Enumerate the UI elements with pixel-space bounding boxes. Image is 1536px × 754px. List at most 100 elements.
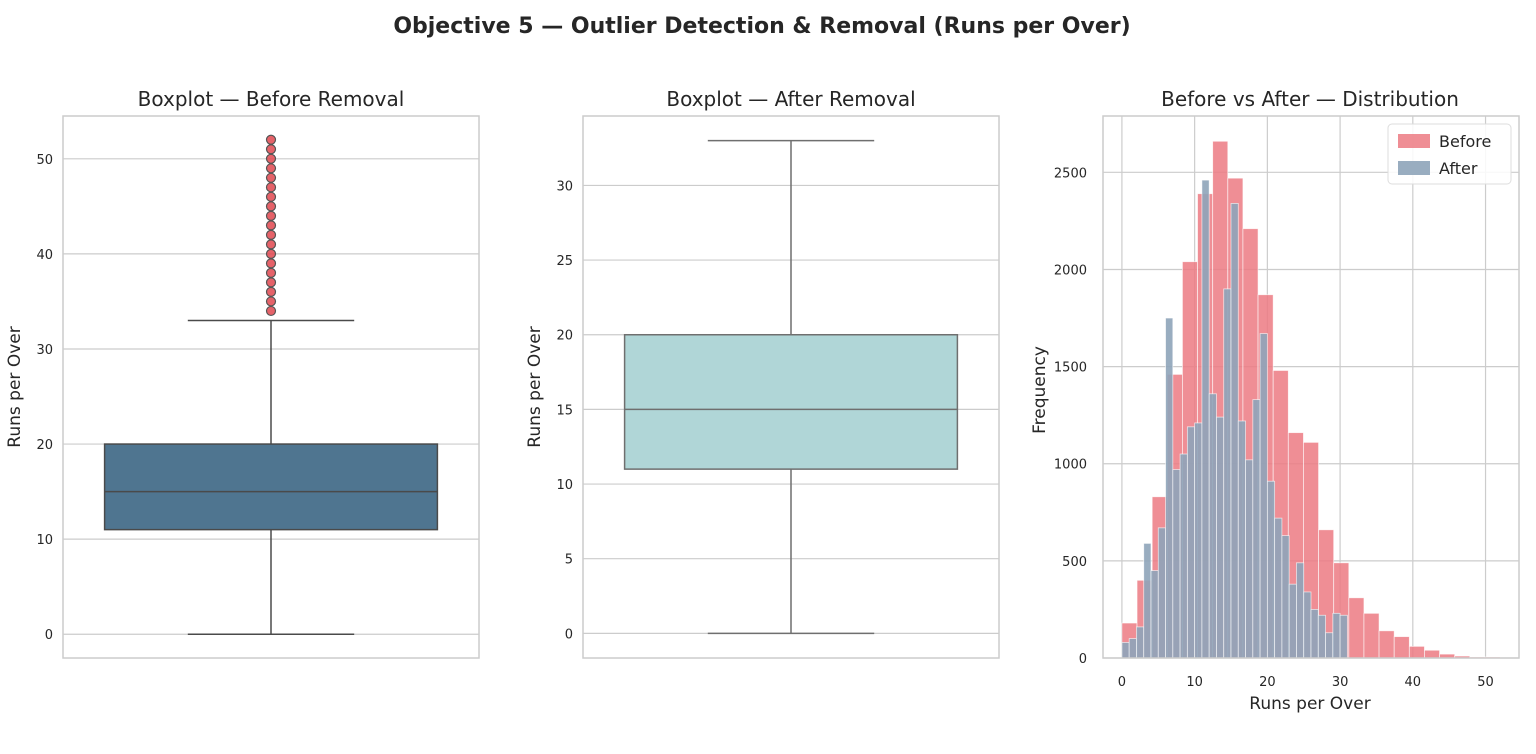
hist-bar-after: [1201, 179, 1210, 659]
y-tick-label: 30: [36, 343, 53, 358]
hist-bar-after: [1339, 614, 1348, 659]
x-tick-label: 40: [1405, 675, 1422, 690]
y-tick-label: 10: [556, 478, 573, 493]
hist-bar-after: [1325, 632, 1334, 659]
outlier-point: [265, 201, 277, 212]
histogram-title: Before vs After — Distribution: [1161, 87, 1459, 111]
hist-bar-after: [1274, 517, 1283, 659]
figure-title: Objective 5 — Outlier Detection & Remova…: [393, 14, 1130, 39]
hist-bar-after: [1288, 583, 1297, 659]
hist-bar-after: [1208, 393, 1217, 659]
y-tick-label: 5: [565, 553, 573, 568]
legend-swatch-after: [1398, 161, 1430, 175]
hist-bar-after: [1157, 527, 1166, 659]
boxplot-after-ylabel: Runs per Over: [525, 326, 545, 447]
outlier-point: [265, 153, 277, 164]
boxplot-before-title: Boxplot — Before Removal: [138, 87, 405, 111]
hist-bar-after: [1150, 570, 1159, 659]
hist-bar-before: [1378, 630, 1395, 659]
y-tick-label: 25: [556, 254, 573, 269]
x-tick-label: 10: [1186, 675, 1203, 690]
boxplot-after-panel: Boxplot — After Removal Runs per Over 0 5…: [525, 87, 1000, 659]
hist-bar-after: [1237, 420, 1246, 659]
boxplot-before-panel: Boxplot — Before Removal Runs per Over 0…: [5, 87, 480, 659]
outlier-point: [265, 239, 277, 250]
hist-bar-after: [1121, 642, 1130, 659]
hist-bar-after: [1136, 626, 1145, 659]
y-tick-label: 20: [556, 329, 573, 344]
y-tick-label: 0: [565, 627, 573, 642]
hist-bar-after: [1296, 562, 1305, 659]
hist-bar-after: [1252, 399, 1261, 659]
hist-bar-after: [1223, 288, 1232, 659]
hist-bar-before: [1424, 649, 1440, 659]
outlier-point: [265, 144, 277, 155]
boxplot-before-ylabel: Runs per Over: [5, 326, 25, 447]
outlier-point: [265, 172, 277, 183]
legend-label-before: Before: [1439, 132, 1491, 151]
y-tick-label: 0: [1079, 652, 1087, 667]
y-tick-label: 2500: [1054, 166, 1087, 181]
outlier-point: [265, 305, 277, 317]
hist-bar-after: [1216, 416, 1225, 659]
hist-bar-after: [1179, 453, 1188, 659]
x-tick-label: 50: [1477, 675, 1494, 690]
y-tick-label: 40: [36, 248, 53, 263]
legend-swatch-before: [1398, 134, 1430, 148]
hist-bar-before: [1348, 597, 1365, 659]
hist-bar-after: [1245, 459, 1254, 659]
outlier-point: [265, 229, 277, 240]
hist-bar-after: [1194, 422, 1203, 659]
outlier-point: [265, 182, 277, 193]
iqr-box: [623, 333, 959, 470]
boxplot-after-title: Boxplot — After Removal: [666, 87, 915, 111]
x-tick-label: 20: [1259, 675, 1276, 690]
hist-bar-after: [1186, 426, 1196, 659]
histogram-ylabel: Frequency: [1030, 346, 1050, 434]
hist-bar-after: [1128, 638, 1137, 659]
outlier-point: [265, 296, 277, 307]
hist-bar-after: [1165, 317, 1174, 659]
x-tick-label: 30: [1332, 675, 1349, 690]
hist-bar-after: [1310, 609, 1319, 659]
hist-bar-after: [1332, 612, 1341, 659]
hist-bar-after: [1281, 535, 1290, 659]
outlier-point: [265, 248, 277, 259]
y-tick-label: 20: [36, 438, 53, 453]
hist-bar-before: [1408, 645, 1425, 659]
hist-bar-after: [1266, 480, 1276, 659]
axes-frame: [1102, 115, 1520, 659]
outlier-point: [265, 163, 277, 174]
axes-frame: [62, 115, 480, 659]
y-tick-label: 1000: [1054, 458, 1087, 473]
iqr-box: [103, 443, 439, 531]
y-tick-label: 2000: [1054, 263, 1087, 278]
hist-bar-before: [1363, 612, 1380, 659]
legend-label-after: After: [1439, 159, 1478, 178]
hist-bar-after: [1143, 542, 1152, 659]
outlier-point: [265, 134, 277, 145]
outlier-point: [265, 210, 277, 221]
histogram-panel: Before vs After — Distribution Frequency…: [1030, 87, 1520, 714]
hist-bar-after: [1317, 614, 1326, 659]
hist-bar-after: [1172, 469, 1181, 659]
outlier-point: [265, 286, 277, 298]
y-tick-label: 1500: [1054, 361, 1087, 376]
outlier-point: [265, 277, 277, 288]
y-tick-label: 30: [556, 179, 573, 194]
y-tick-label: 500: [1062, 555, 1087, 570]
histogram-xlabel: Runs per Over: [1249, 694, 1370, 714]
hist-bar-after: [1230, 203, 1239, 659]
hist-bar-after: [1259, 333, 1268, 659]
outlier-point: [265, 267, 277, 278]
hist-bar-before: [1393, 636, 1410, 659]
outlier-point: [265, 191, 277, 202]
y-tick-label: 50: [36, 153, 53, 168]
outlier-point: [265, 258, 277, 269]
hist-bar-after: [1303, 591, 1312, 659]
y-tick-label: 15: [556, 403, 573, 418]
axes-frame: [582, 115, 1000, 659]
y-tick-label: 10: [36, 533, 53, 548]
y-tick-label: 0: [45, 628, 53, 643]
